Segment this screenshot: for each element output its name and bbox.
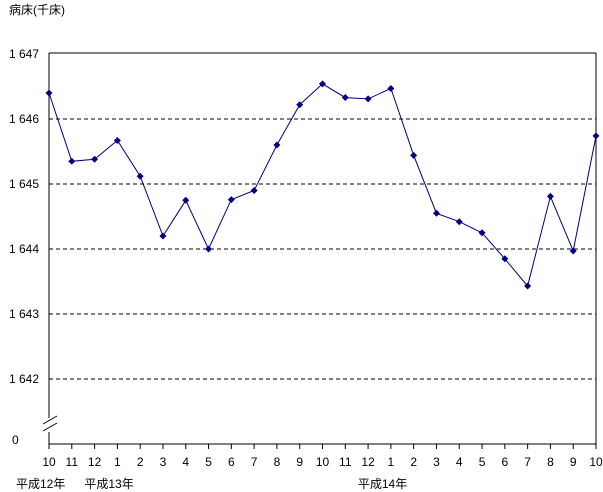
y-axis-title: 病床(千床) <box>9 2 65 17</box>
data-point <box>387 84 395 92</box>
data-point <box>319 80 326 88</box>
data-point <box>569 247 577 255</box>
year-labels: 平成12年 平成13年 平成14年 <box>16 477 407 491</box>
year-label: 平成13年 <box>84 477 133 491</box>
data-point <box>159 232 167 240</box>
axis-break-stroke <box>42 415 58 425</box>
data-point <box>341 94 349 102</box>
x-tick-label: 2 <box>410 455 417 469</box>
axis-break-stroke <box>42 422 58 432</box>
x-tick-label: 9 <box>570 455 577 469</box>
data-point <box>592 132 600 140</box>
x-tick-label: 10 <box>589 455 603 469</box>
data-point <box>68 157 76 165</box>
data-point <box>364 95 372 103</box>
x-tick-label: 1 <box>114 455 121 469</box>
y-tick-label: 1 644 <box>9 242 39 256</box>
x-tick-label: 4 <box>182 455 189 469</box>
data-point <box>546 192 554 200</box>
y-tick-label: 1 647 <box>9 47 39 61</box>
x-tick-label: 12 <box>88 455 102 469</box>
data-point <box>432 209 440 217</box>
data-point <box>45 89 53 97</box>
year-label: 平成14年 <box>358 477 407 491</box>
data-point <box>410 151 418 159</box>
axis-break-mark <box>42 415 58 432</box>
data-point <box>455 218 463 226</box>
x-tick-label: 3 <box>433 455 440 469</box>
y-tick-label: 1 645 <box>9 177 39 191</box>
y-tick-label: 1 642 <box>9 372 39 386</box>
data-point <box>91 155 99 163</box>
x-tick-label: 10 <box>42 455 56 469</box>
data-point <box>478 229 486 237</box>
x-tick-label: 5 <box>205 455 212 469</box>
x-tick-label: 4 <box>456 455 463 469</box>
x-tick-label: 11 <box>66 455 79 469</box>
x-tick-label: 11 <box>339 455 352 469</box>
x-tick-label: 9 <box>296 455 303 469</box>
x-tick-label: 7 <box>524 455 531 469</box>
x-tick-labels: 10 11 12 1 2 3 4 5 6 7 8 9 10 11 12 1 2 3 4 5 6 7 8 9 10 <box>42 455 603 469</box>
data-point <box>273 141 281 149</box>
data-point <box>136 172 144 180</box>
x-tick-label: 1 <box>388 455 395 469</box>
x-tick-label: 10 <box>316 455 330 469</box>
x-tick-label: 12 <box>361 455 375 469</box>
x-tick-label: 8 <box>274 455 281 469</box>
y-tick-label: 1 646 <box>9 112 39 126</box>
data-point <box>524 282 532 290</box>
data-point <box>227 196 235 204</box>
x-tick-label: 6 <box>501 455 508 469</box>
data-point <box>113 136 121 144</box>
x-tick-label: 3 <box>160 455 167 469</box>
data-point <box>205 245 213 253</box>
axis-break-gap <box>42 418 56 432</box>
y-tick-label: 1 643 <box>9 307 39 321</box>
x-tick-label: 6 <box>228 455 235 469</box>
data-series <box>45 80 600 290</box>
x-tick-label: 8 <box>547 455 554 469</box>
y-tick-labels: 1 647 1 646 1 645 1 644 1 643 1 642 <box>9 47 39 386</box>
data-point <box>296 101 304 109</box>
axes <box>48 52 597 449</box>
x-tick-label: 7 <box>251 455 258 469</box>
x-tick-label: 5 <box>479 455 486 469</box>
year-label: 平成12年 <box>16 477 65 491</box>
data-point <box>501 255 509 263</box>
x-tick-label: 2 <box>137 455 144 469</box>
y-zero-label: 0 <box>12 433 19 447</box>
series-line <box>48 83 597 288</box>
data-point <box>182 196 190 204</box>
data-point <box>250 187 258 194</box>
gridlines <box>49 118 596 380</box>
